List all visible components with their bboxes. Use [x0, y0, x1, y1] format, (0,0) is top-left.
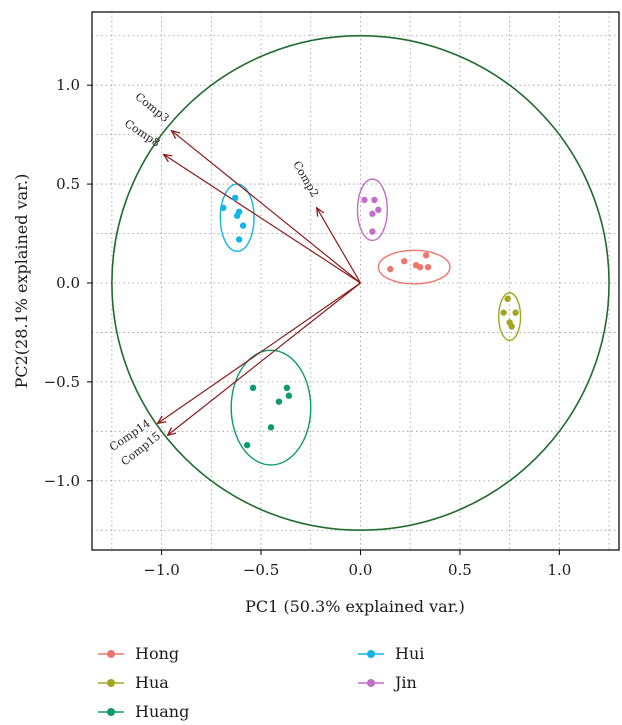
- point-huang: [249, 384, 257, 392]
- y-tick-label: 0.5: [56, 175, 80, 193]
- x-axis-title: PC1 (50.3% explained var.): [245, 597, 465, 616]
- arrow-comp15: [168, 282, 361, 435]
- ellipse-jin: [356, 178, 389, 242]
- point-huang: [243, 441, 251, 449]
- legend-marker: [107, 650, 115, 658]
- ellipse-hua: [497, 292, 522, 342]
- legend: Hong Hua Huang Hui Jin: [98, 644, 424, 721]
- correlation-circle: [111, 34, 610, 532]
- point-hua: [504, 295, 511, 303]
- point-hui: [235, 236, 243, 243]
- point-hui: [231, 194, 239, 202]
- point-hong: [416, 263, 424, 271]
- grid-lines: [92, 12, 619, 550]
- ellipse-hong: [377, 249, 451, 285]
- point-hong: [387, 265, 394, 273]
- legend-marker: [107, 708, 115, 716]
- group-ellipses: [219, 178, 522, 466]
- x-tick-label: 1.0: [547, 561, 571, 579]
- arrow-label-comp3: Comp3: [133, 90, 172, 125]
- legend-item-jin: Jin: [358, 673, 417, 692]
- point-jin: [361, 196, 368, 204]
- point-jin: [369, 210, 376, 217]
- arrow-comp14: [158, 282, 361, 423]
- point-jin: [371, 196, 378, 204]
- point-jin: [369, 228, 376, 235]
- point-huang: [285, 392, 293, 399]
- legend-label: Hui: [395, 644, 424, 663]
- x-tick-label: 0.0: [349, 561, 373, 579]
- axes: −1.0 −0.5 0.0 0.5 1.0 1.0 0.5 0.0 −0.5 −1.0: [44, 76, 572, 579]
- arrow-label-comp2: Comp2: [290, 159, 321, 200]
- arrow-comp2: [317, 208, 361, 284]
- legend-marker: [367, 650, 375, 658]
- point-hua: [508, 323, 515, 330]
- legend-item-hua: Hua: [98, 673, 169, 692]
- legend-label: Hua: [135, 673, 169, 692]
- point-hua: [500, 309, 507, 316]
- point-hui: [220, 204, 227, 212]
- point-huang: [283, 384, 291, 392]
- point-hui: [233, 212, 241, 219]
- y-axis-title: PC2(28.1% explained var.): [12, 174, 31, 389]
- legend-label: Jin: [393, 673, 417, 692]
- arrow-comp3: [172, 131, 361, 284]
- point-hong: [401, 258, 408, 265]
- x-tick-label: −0.5: [243, 561, 279, 579]
- ellipse-huang: [230, 349, 312, 466]
- legend-marker: [367, 679, 375, 687]
- point-hui: [239, 222, 247, 229]
- point-hong: [424, 263, 432, 271]
- point-jin: [375, 206, 382, 213]
- legend-item-hui: Hui: [358, 644, 424, 663]
- legend-label: Huang: [135, 702, 189, 721]
- arrow-comp8: [164, 154, 361, 284]
- legend-item-huang: Huang: [98, 702, 189, 721]
- y-tick-label: 0.0: [56, 274, 80, 292]
- point-hua: [512, 309, 519, 316]
- point-huang: [275, 398, 283, 405]
- data-points: [220, 194, 519, 449]
- legend-marker: [107, 679, 115, 687]
- y-tick-label: −0.5: [44, 373, 80, 391]
- x-tick-label: −1.0: [143, 561, 179, 579]
- legend-item-hong: Hong: [98, 644, 179, 663]
- legend-label: Hong: [135, 644, 179, 663]
- x-tick-label: 0.5: [448, 561, 472, 579]
- plot-frame: [91, 11, 620, 551]
- point-huang: [267, 424, 275, 431]
- y-tick-label: −1.0: [44, 472, 80, 490]
- y-tick-label: 1.0: [56, 76, 80, 94]
- arrow-label-comp8: Comp8: [122, 117, 162, 149]
- point-hong: [422, 252, 430, 259]
- correlation-circle-group: [111, 34, 610, 532]
